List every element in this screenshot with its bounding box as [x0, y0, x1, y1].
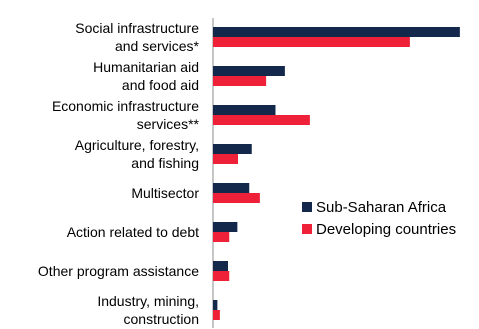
bar-developing-countries — [213, 37, 410, 47]
legend-label: Developing countries — [316, 221, 456, 238]
bar-developing-countries — [213, 271, 230, 281]
bar-sub-saharan-africa — [213, 300, 218, 310]
bar-sub-saharan-africa — [213, 27, 460, 37]
bar-developing-countries — [213, 76, 267, 86]
bar-sub-saharan-africa — [213, 144, 252, 154]
bar-developing-countries — [213, 115, 310, 125]
legend-swatch — [302, 202, 312, 212]
category-label: and food aid — [122, 77, 199, 93]
bar-sub-saharan-africa — [213, 261, 228, 271]
category-label: Agriculture, forestry, — [75, 137, 199, 153]
category-label: and services* — [115, 38, 200, 54]
legend-label: Sub-Saharan Africa — [316, 199, 447, 216]
category-label: Humanitarian aid — [93, 59, 199, 75]
category-label: Industry, mining, — [97, 293, 199, 309]
category-label: Economic infrastructure — [52, 98, 199, 114]
category-label: Action related to debt — [67, 224, 199, 240]
category-label: services** — [137, 116, 200, 132]
bar-sub-saharan-africa — [213, 105, 276, 115]
category-label: Social infrastructure — [75, 20, 199, 36]
bar-sub-saharan-africa — [213, 66, 285, 76]
bar-developing-countries — [213, 232, 230, 242]
bar-developing-countries — [213, 154, 238, 164]
category-label: construction — [124, 311, 199, 327]
bar-sub-saharan-africa — [213, 183, 250, 193]
category-label: Multisector — [131, 185, 199, 201]
bar-developing-countries — [213, 193, 260, 203]
bar-sub-saharan-africa — [213, 222, 238, 232]
legend-swatch — [302, 224, 312, 234]
category-label: Other program assistance — [38, 263, 199, 279]
category-label: and fishing — [131, 155, 199, 171]
bar-developing-countries — [213, 310, 220, 320]
